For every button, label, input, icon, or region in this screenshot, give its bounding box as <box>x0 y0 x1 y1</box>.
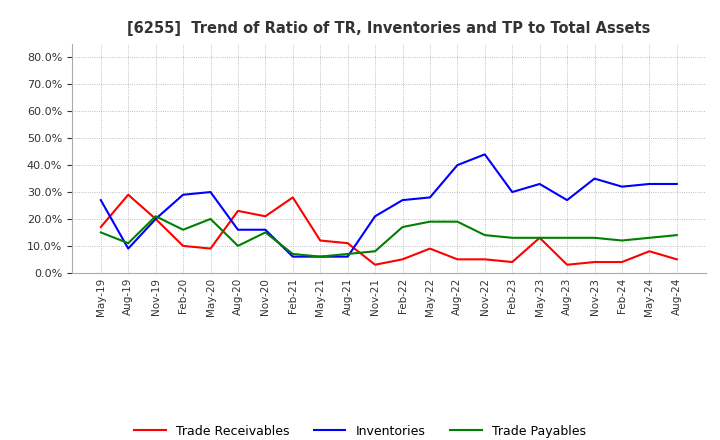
Inventories <box>508 189 516 194</box>
Inventories <box>289 254 297 259</box>
Trade Receivables <box>453 257 462 262</box>
Trade Payables <box>426 219 434 224</box>
Trade Payables <box>590 235 599 240</box>
Trade Payables <box>645 235 654 240</box>
Trade Receivables <box>206 246 215 251</box>
Trade Receivables <box>563 262 572 268</box>
Trade Receivables <box>233 208 242 213</box>
Title: [6255]  Trend of Ratio of TR, Inventories and TP to Total Assets: [6255] Trend of Ratio of TR, Inventories… <box>127 21 650 36</box>
Trade Payables <box>96 230 105 235</box>
Trade Payables <box>289 251 297 257</box>
Line: Trade Receivables: Trade Receivables <box>101 195 677 265</box>
Line: Inventories: Inventories <box>101 154 677 257</box>
Trade Receivables <box>590 260 599 265</box>
Trade Receivables <box>672 257 681 262</box>
Inventories <box>261 227 270 232</box>
Trade Payables <box>398 224 407 230</box>
Inventories <box>590 176 599 181</box>
Trade Payables <box>453 219 462 224</box>
Inventories <box>371 214 379 219</box>
Trade Receivables <box>343 241 352 246</box>
Inventories <box>179 192 187 198</box>
Inventories <box>398 198 407 203</box>
Trade Payables <box>672 232 681 238</box>
Trade Receivables <box>480 257 489 262</box>
Inventories <box>563 198 572 203</box>
Trade Receivables <box>618 260 626 265</box>
Line: Trade Payables: Trade Payables <box>101 216 677 257</box>
Legend: Trade Receivables, Inventories, Trade Payables: Trade Receivables, Inventories, Trade Pa… <box>130 420 590 440</box>
Inventories <box>536 181 544 187</box>
Inventories <box>618 184 626 189</box>
Trade Payables <box>233 243 242 249</box>
Trade Receivables <box>151 216 160 222</box>
Trade Payables <box>206 216 215 222</box>
Inventories <box>96 198 105 203</box>
Trade Receivables <box>371 262 379 268</box>
Trade Receivables <box>316 238 325 243</box>
Trade Payables <box>536 235 544 240</box>
Inventories <box>672 181 681 187</box>
Trade Receivables <box>261 214 270 219</box>
Trade Receivables <box>96 224 105 230</box>
Trade Receivables <box>426 246 434 251</box>
Trade Payables <box>316 254 325 259</box>
Trade Payables <box>618 238 626 243</box>
Trade Receivables <box>124 192 132 198</box>
Inventories <box>426 195 434 200</box>
Trade Payables <box>371 249 379 254</box>
Trade Payables <box>343 251 352 257</box>
Inventories <box>453 162 462 168</box>
Trade Payables <box>124 241 132 246</box>
Trade Receivables <box>536 235 544 240</box>
Trade Receivables <box>289 195 297 200</box>
Inventories <box>233 227 242 232</box>
Trade Payables <box>151 214 160 219</box>
Trade Payables <box>261 230 270 235</box>
Trade Receivables <box>179 243 187 249</box>
Trade Payables <box>480 232 489 238</box>
Trade Payables <box>179 227 187 232</box>
Trade Receivables <box>508 260 516 265</box>
Trade Payables <box>508 235 516 240</box>
Trade Receivables <box>398 257 407 262</box>
Inventories <box>316 254 325 259</box>
Inventories <box>124 246 132 251</box>
Inventories <box>645 181 654 187</box>
Inventories <box>480 152 489 157</box>
Inventories <box>343 254 352 259</box>
Inventories <box>206 189 215 194</box>
Trade Receivables <box>645 249 654 254</box>
Trade Payables <box>563 235 572 240</box>
Inventories <box>151 216 160 222</box>
